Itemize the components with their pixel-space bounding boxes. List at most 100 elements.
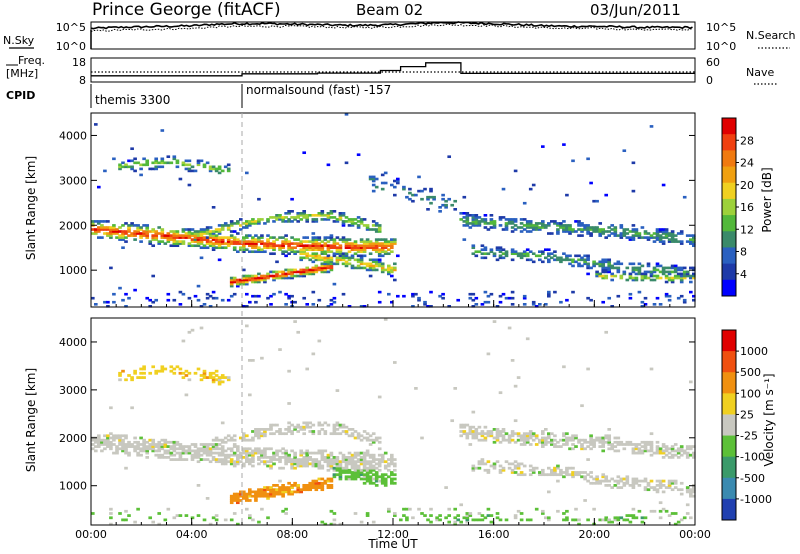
- heatmap-cell: [471, 222, 476, 225]
- heatmap-cell: [190, 238, 195, 241]
- heatmap-cell: [510, 226, 515, 229]
- heatmap-cell: [377, 264, 382, 268]
- heatmap-cell: [124, 518, 128, 522]
- heatmap-cell: [426, 208, 430, 211]
- heatmap-cell: [534, 228, 539, 231]
- heatmap-cell: [459, 218, 464, 221]
- heatmap-cell: [365, 264, 370, 268]
- heatmap-cell: [541, 226, 545, 229]
- colorbar-frame: [721, 329, 737, 521]
- heatmap-cell: [531, 252, 536, 256]
- heatmap-cell: [377, 453, 382, 457]
- heatmap-cell: [613, 479, 618, 483]
- heatmap-cell: [622, 272, 627, 276]
- heatmap-cell: [229, 284, 234, 288]
- heatmap-cell: [139, 163, 143, 167]
- heatmap-cell: [106, 228, 110, 231]
- heatmap-cell: [184, 514, 189, 517]
- heatmap-cell: [242, 246, 246, 250]
- heatmap-cell: [278, 432, 282, 436]
- heatmap-cell: [501, 430, 506, 433]
- heatmap-cell: [290, 274, 294, 278]
- heatmap-cell: [374, 475, 379, 479]
- heatmap-cell: [236, 460, 240, 464]
- heatmap-cell: [145, 440, 150, 444]
- nave-right-label: Nave: [746, 66, 774, 79]
- heatmap-cell: [97, 226, 101, 229]
- heatmap-cell: [269, 236, 273, 239]
- heatmap-cell: [365, 238, 370, 241]
- heatmap-cell: [145, 226, 150, 229]
- heatmap-cell: [362, 246, 367, 250]
- heatmap-cell: [380, 473, 385, 477]
- heatmap-cell: [229, 462, 234, 466]
- heatmap-cell: [344, 161, 349, 165]
- heatmap-cell: [254, 242, 258, 245]
- heatmap-cell: [510, 462, 515, 466]
- heatmap-cell: [251, 274, 255, 278]
- heatmap-cell: [643, 230, 648, 233]
- heatmap-cell: [580, 445, 584, 448]
- heatmap-cell: [332, 254, 337, 258]
- heatmap-cell: [302, 484, 307, 487]
- heatmap-cell: [281, 488, 285, 492]
- heatmap-cell: [290, 294, 294, 298]
- heatmap-cell: [456, 298, 461, 302]
- heatmap-cell: [242, 242, 246, 245]
- heatmap-cell: [187, 378, 192, 382]
- heatmap-cell: [661, 443, 666, 446]
- heatmap-cell: [368, 264, 373, 268]
- heatmap-cell: [586, 296, 590, 300]
- heatmap-cell: [574, 473, 578, 477]
- heatmap-cell: [151, 238, 156, 241]
- heatmap-cell: [311, 423, 316, 427]
- heatmap-cell: [534, 507, 539, 511]
- heatmap-cell: [338, 466, 343, 470]
- heatmap-cell: [272, 453, 276, 457]
- heatmap-cell: [181, 339, 186, 343]
- heatmap-cell: [251, 456, 255, 459]
- heatmap-cell: [353, 451, 358, 455]
- heatmap-cell: [217, 165, 222, 169]
- heatmap-cell: [646, 481, 651, 485]
- heatmap-cell: [429, 305, 433, 308]
- heatmap-cell: [607, 258, 612, 262]
- heatmap-cell: [341, 453, 346, 457]
- heatmap-cell: [272, 246, 276, 250]
- heatmap-cell: [380, 181, 385, 185]
- heatmap-cell: [160, 161, 165, 165]
- heatmap-cell: [239, 451, 243, 455]
- heatmap-cell: [202, 371, 207, 375]
- heatmap-cell: [365, 479, 370, 483]
- heatmap-cell: [601, 479, 606, 483]
- heatmap-cell: [489, 222, 494, 225]
- colorbar-segment: [722, 351, 736, 373]
- heatmap-cell: [335, 389, 340, 392]
- heatmap-cell: [314, 236, 319, 239]
- heatmap-cell: [673, 274, 678, 278]
- heatmap-cell: [148, 242, 153, 245]
- heatmap-cell: [184, 451, 189, 455]
- heatmap-cell: [269, 216, 273, 219]
- heatmap-cell: [245, 497, 249, 500]
- heatmap-cell: [341, 222, 346, 225]
- heatmap-cell: [480, 434, 485, 438]
- heatmap-cell: [359, 520, 364, 524]
- heatmap-cell: [574, 507, 578, 511]
- heatmap-cell: [169, 445, 174, 448]
- heatmap-cell: [528, 430, 533, 433]
- heatmap-cell: [217, 230, 222, 233]
- heatmap-cell: [664, 445, 669, 448]
- heatmap-cell: [338, 238, 343, 241]
- heatmap-cell: [284, 254, 288, 258]
- heatmap-cell: [293, 466, 297, 470]
- heatmap-cell: [667, 514, 672, 517]
- heatmap-cell: [302, 272, 307, 276]
- heatmap-cell: [311, 238, 316, 241]
- heatmap-cell: [525, 224, 530, 227]
- heatmap-cell: [115, 436, 119, 440]
- heatmap-cell: [308, 258, 313, 262]
- heatmap-cell: [471, 305, 476, 308]
- heatmap-cell: [178, 177, 183, 181]
- heatmap-cell: [187, 169, 192, 173]
